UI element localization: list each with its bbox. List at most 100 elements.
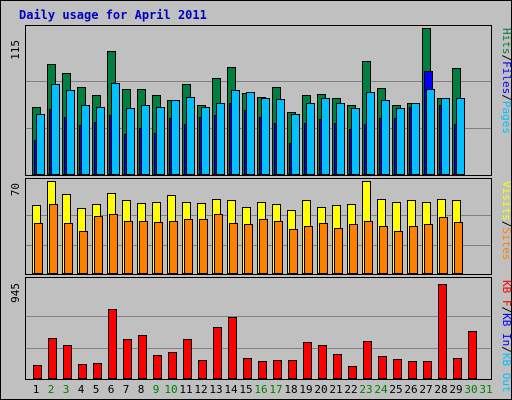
bar-sites-day-23 xyxy=(364,221,373,274)
bar-sites-day-28 xyxy=(439,217,448,274)
bar-pages-day-25 xyxy=(396,108,405,175)
day-label-14: 14 xyxy=(224,383,238,396)
legend-kb: KB F/KB In/KB Out xyxy=(500,280,512,393)
day-label-24: 24 xyxy=(374,383,388,396)
day-label-30: 30 xyxy=(464,383,477,396)
bar-pages-day-27 xyxy=(426,89,435,175)
bar-pages-day-2 xyxy=(51,84,60,175)
bar-sites-day-24 xyxy=(379,226,388,274)
bar-pages-day-17 xyxy=(276,99,285,175)
bar-kb-f-day-27 xyxy=(423,361,432,379)
bar-kb-f-day-21 xyxy=(333,354,342,379)
bar-pages-day-12 xyxy=(201,107,210,175)
bar-pages-day-24 xyxy=(381,100,390,175)
day-label-15: 15 xyxy=(239,383,252,396)
bar-pages-day-19 xyxy=(306,103,315,175)
bar-pages-day-29 xyxy=(456,98,465,175)
day-label-21: 21 xyxy=(329,383,342,396)
day-labels: 1 2 3 4 5 6 7 8 9 10 11 12 13 14 15 16 17 18 19 20 21 22 23 24 2… xyxy=(33,383,493,396)
bar-kb-f-day-24 xyxy=(378,356,387,379)
bar-kb-f-day-10 xyxy=(168,352,177,379)
day-label-11: 11 xyxy=(179,383,192,396)
day-label-9: 9 xyxy=(153,383,160,396)
bar-pages-day-6 xyxy=(111,83,120,175)
bar-sites-day-16 xyxy=(259,219,268,274)
bar-sites-day-4 xyxy=(79,231,88,274)
bar-kb-f-day-8 xyxy=(138,335,147,379)
bar-sites-day-14 xyxy=(229,223,238,274)
day-label-8: 8 xyxy=(138,383,145,396)
legend-separator: / xyxy=(500,221,512,228)
bar-kb-f-day-15 xyxy=(243,358,252,379)
bar-sites-day-26 xyxy=(409,226,418,274)
bar-pages-day-20 xyxy=(321,98,330,175)
day-label-7: 7 xyxy=(123,383,130,396)
bar-pages-day-11 xyxy=(186,97,195,175)
max-label-hits-files-pages: 115 xyxy=(9,40,22,60)
legend-visits-sites: Visits/Sites xyxy=(500,181,512,261)
day-label-6: 6 xyxy=(108,383,115,396)
legend-pages: Pages xyxy=(500,101,512,134)
bar-pages-day-9 xyxy=(156,107,165,175)
bar-kb-f-day-1 xyxy=(33,365,42,379)
bar-sites-day-12 xyxy=(199,219,208,274)
bar-sites-day-5 xyxy=(94,216,103,274)
legend-separator: / xyxy=(500,55,512,62)
legend-kb-in: KB In xyxy=(500,313,512,346)
bar-pages-day-23 xyxy=(366,92,375,175)
bar-kb-f-day-14 xyxy=(228,317,237,379)
day-label-19: 19 xyxy=(299,383,312,396)
bar-pages-day-26 xyxy=(411,103,420,175)
bar-pages-day-5 xyxy=(96,107,105,175)
bar-pages-day-15 xyxy=(246,92,255,175)
day-label-17: 17 xyxy=(269,383,282,396)
bar-pages-day-14 xyxy=(231,90,240,175)
bar-kb-f-day-30 xyxy=(468,331,477,379)
bar-kb-f-day-25 xyxy=(393,359,402,379)
bar-sites-day-10 xyxy=(169,221,178,274)
legend-hits: Hits xyxy=(500,28,512,55)
bar-pages-day-8 xyxy=(141,105,150,175)
chart-title: Daily usage for April 2011 xyxy=(19,8,207,22)
bar-sites-day-1 xyxy=(34,223,43,274)
bar-sites-day-3 xyxy=(64,223,73,274)
bar-kb-f-day-29 xyxy=(453,358,462,379)
bar-pages-day-1 xyxy=(36,114,45,175)
day-label-20: 20 xyxy=(314,383,327,396)
bar-sites-day-15 xyxy=(244,224,253,274)
bar-pages-day-4 xyxy=(81,105,90,175)
day-label-29: 29 xyxy=(449,383,462,396)
day-label-31: 31 xyxy=(479,383,492,396)
bar-pages-day-10 xyxy=(171,100,180,175)
bar-sites-day-6 xyxy=(109,214,118,274)
bar-sites-day-21 xyxy=(334,228,343,274)
legend-sites: Sites xyxy=(500,227,512,260)
day-label-23: 23 xyxy=(359,383,372,396)
bar-sites-day-27 xyxy=(424,224,433,274)
bar-sites-day-22 xyxy=(349,224,358,274)
bar-sites-day-2 xyxy=(49,204,58,274)
day-label-1: 1 xyxy=(33,383,40,396)
bar-kb-f-day-28 xyxy=(438,284,447,379)
day-label-16: 16 xyxy=(254,383,267,396)
bar-kb-f-day-18 xyxy=(288,360,297,379)
day-label-3: 3 xyxy=(63,383,70,396)
day-label-25: 25 xyxy=(389,383,402,396)
bar-kb-f-day-20 xyxy=(318,345,327,379)
bar-kb-f-day-5 xyxy=(93,363,102,379)
bar-pages-day-18 xyxy=(291,114,300,175)
bar-kb-f-day-23 xyxy=(363,341,372,379)
day-label-2: 2 xyxy=(48,383,55,396)
day-label-10: 10 xyxy=(164,383,177,396)
bar-kb-f-day-9 xyxy=(153,355,162,379)
bar-kb-f-day-17 xyxy=(273,360,282,379)
bar-marks xyxy=(32,28,477,379)
bar-sites-day-18 xyxy=(289,229,298,274)
bar-kb-f-day-16 xyxy=(258,361,267,379)
bar-sites-day-25 xyxy=(394,231,403,274)
bar-sites-day-20 xyxy=(319,223,328,274)
bar-pages-day-7 xyxy=(126,108,135,175)
bar-pages-day-16 xyxy=(261,98,270,175)
bar-kb-f-day-13 xyxy=(213,327,222,379)
